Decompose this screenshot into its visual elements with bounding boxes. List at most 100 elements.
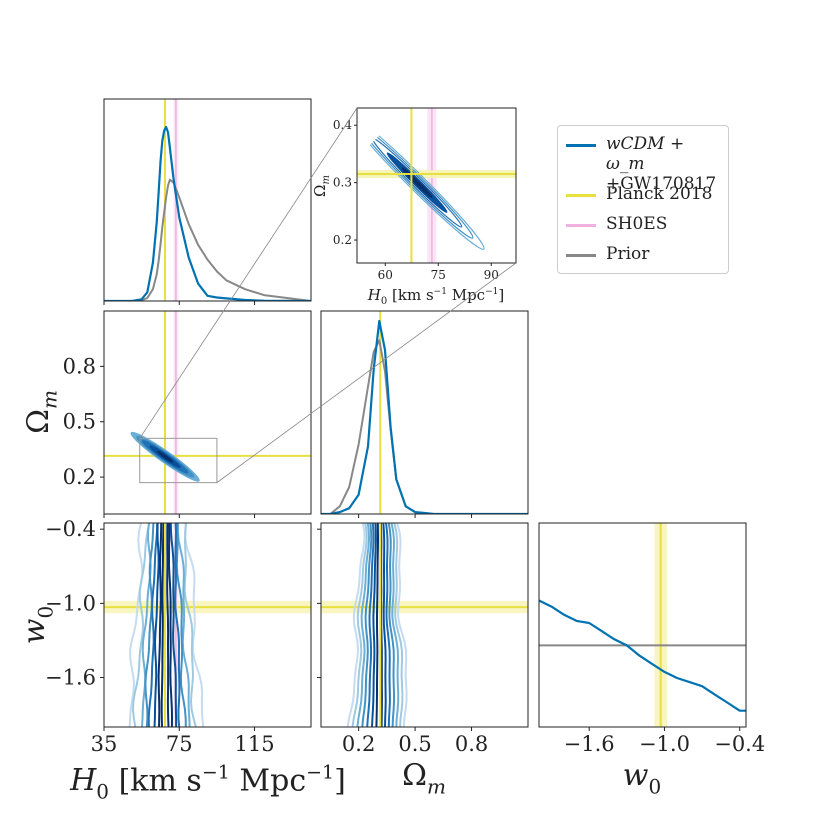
h0-w0-contour-1-right: [183, 523, 197, 727]
h0-marginal-panel: [103, 98, 312, 302]
legend-label-sh0es: SH0ES: [606, 214, 668, 234]
r2-om-ytick-label-0: 0.8: [63, 354, 96, 378]
r3-om-xtick-label-1: 0.5: [398, 732, 431, 756]
om-w0-panel: [320, 522, 529, 728]
r3-om-xtick-label-2: 0.8: [455, 732, 488, 756]
h0-axis-label-part-4: Mpc: [230, 763, 306, 798]
w0-axis-label: w0: [623, 758, 661, 798]
legend-label-posterior-line2: +GW170817: [605, 174, 717, 194]
h0-w0-contour-0-left: [128, 523, 144, 727]
zoom-connector-bottom: [216, 262, 517, 483]
h0-w0-contour-3-right: [175, 523, 187, 727]
legend-label-prior: Prior: [606, 244, 650, 264]
om-w0-contour-6-left: [375, 523, 380, 727]
inset-contour-0: [401, 167, 433, 199]
om-w0-contour-2-right: [390, 523, 400, 727]
inset-x-axis-label: H0 [km s−1 Mpc−1]: [367, 286, 504, 307]
inset-x-axis-label-part-1: 0: [381, 296, 387, 307]
w0-axis-label-text: w0: [623, 758, 661, 798]
h0-axis-label-part-6: ]: [334, 763, 346, 798]
legend-entry-posterior: wCDM + ω_m +GW170817: [566, 134, 728, 194]
om-axis-label: Ωm: [402, 758, 446, 798]
r3-w0-ytick-label-2: −1.6: [45, 666, 96, 690]
om-y-axis-label: Ωm: [21, 390, 61, 434]
h0-om-panel: [103, 310, 312, 515]
legend-entry-sh0es: SH0ES: [566, 214, 667, 234]
om-axis-label-part-0: Ω: [402, 758, 427, 793]
inset-x-axis-label-part-0: H: [367, 286, 382, 304]
h0-w0-contour-0-right: [184, 523, 205, 727]
h0-axis-label: H0 [km s−1 Mpc−1]: [69, 761, 346, 803]
r3-w0-xtick-label-2: −0.4: [714, 732, 765, 756]
om-w0-contour-1-left: [351, 523, 368, 727]
h0-w0-contour-6-right: [168, 523, 174, 727]
r3-h0-xtick-label-2: 115: [234, 732, 274, 756]
inset-y-axis-label-part-1: m: [321, 175, 332, 184]
legend-entry-planck: Planck 2018: [566, 184, 712, 204]
zoom-connector-top: [139, 107, 358, 439]
r2-om-ytick-label-2: 0.2: [63, 465, 96, 489]
inset-x-axis-label-part-4: Mpc: [447, 286, 485, 304]
w0-axis-label-part-0: w: [623, 758, 649, 793]
om-w0-contour-5-right: [382, 523, 387, 727]
h0-w0-contour-4-left: [147, 523, 159, 727]
inset-xtick-label-1: 75: [431, 268, 446, 282]
w0-y-axis-label-part-1: 0: [33, 606, 57, 619]
om-w0-contour-4-left: [366, 523, 375, 727]
inset-ytick-label-1: 0.3: [333, 176, 352, 190]
h0-axis-label-part-5: −1: [306, 761, 334, 783]
h0-om-contour-0: [157, 450, 174, 463]
inset-ytick-label-0: 0.2: [333, 233, 352, 247]
h0-axis-label-part-3: −1: [202, 761, 230, 783]
legend-swatch-prior: [566, 254, 596, 257]
w0-y-axis-label: w0: [17, 606, 57, 644]
legend-entry-prior: Prior: [566, 244, 649, 264]
legend: wCDM + ω_m +GW170817 Planck 2018 SH0ES P…: [557, 125, 729, 274]
om-w0-contour-0-right: [396, 523, 408, 727]
inset-frame: [356, 107, 517, 264]
h0-w0-contour-2-right: [176, 523, 191, 727]
inset-xtick-label-0: 60: [378, 268, 393, 282]
r3-w0-xtick-label-1: −1.0: [639, 732, 690, 756]
om-w0-contour-5-left: [371, 523, 377, 727]
inset-x-axis-label-part-6: ]: [498, 286, 504, 304]
om-marginal-prior-curve: [321, 339, 528, 514]
h0-w0-contour-7-right: [166, 523, 170, 727]
r3-w0-xtick-label-0: −1.6: [564, 732, 615, 756]
om-y-axis-label-text: Ωm: [21, 390, 61, 434]
inset-x-axis-label-part-5: −1: [485, 287, 498, 297]
legend-label-planck: Planck 2018: [606, 184, 713, 204]
h0-axis-label-part-2: [km s: [109, 763, 202, 798]
h0-w0-contour-7-left: [160, 523, 165, 727]
legend-swatch-posterior: [566, 144, 596, 147]
r3-h0-xtick-label-0: 35: [91, 732, 118, 756]
h0-w0-contour-5-right: [169, 523, 178, 727]
om-w0-contour-2-left: [356, 523, 371, 727]
h0-axis-label-text: H0 [km s−1 Mpc−1]: [69, 761, 346, 803]
om-y-axis-label-part-0: Ω: [21, 409, 56, 434]
h0-axis-label-part-1: 0: [96, 779, 109, 803]
h0-w0-contour-4-right: [174, 523, 181, 727]
om-w0-contour-3-right: [387, 523, 395, 727]
r3-h0-xtick-label-1: 75: [166, 732, 193, 756]
inset-x-axis-label-part-3: −1: [434, 287, 447, 297]
inset-ytick-label-2: 0.4: [333, 118, 352, 132]
h0-w0-contour-1-left: [131, 523, 151, 727]
inset-x-axis-label-part-2: [km s: [387, 286, 433, 304]
legend-label-posterior: wCDM + ω_m: [605, 134, 685, 174]
w0-y-axis-label-text: w0: [17, 606, 57, 644]
om-marginal-panel: [320, 310, 529, 515]
om-w0-contour-4-right: [385, 523, 391, 727]
h0-w0-contour-3-left: [144, 523, 155, 727]
h0-marginal-posterior-curve: [104, 125, 311, 301]
r3-w0-ytick-label-0: −0.4: [45, 517, 96, 541]
om-w0-contour-3-left: [361, 523, 373, 727]
inset-y-axis-label-part-0: Ω: [311, 185, 329, 197]
inset-x-axis-label-text: H0 [km s−1 Mpc−1]: [367, 286, 504, 307]
zoom-box: [139, 437, 218, 484]
w0-y-axis-label-part-0: w: [17, 618, 52, 644]
om-axis-label-part-1: m: [427, 774, 446, 798]
inset-y-axis-label: Ωm: [311, 175, 332, 197]
inset-xtick-label-2: 90: [484, 268, 499, 282]
